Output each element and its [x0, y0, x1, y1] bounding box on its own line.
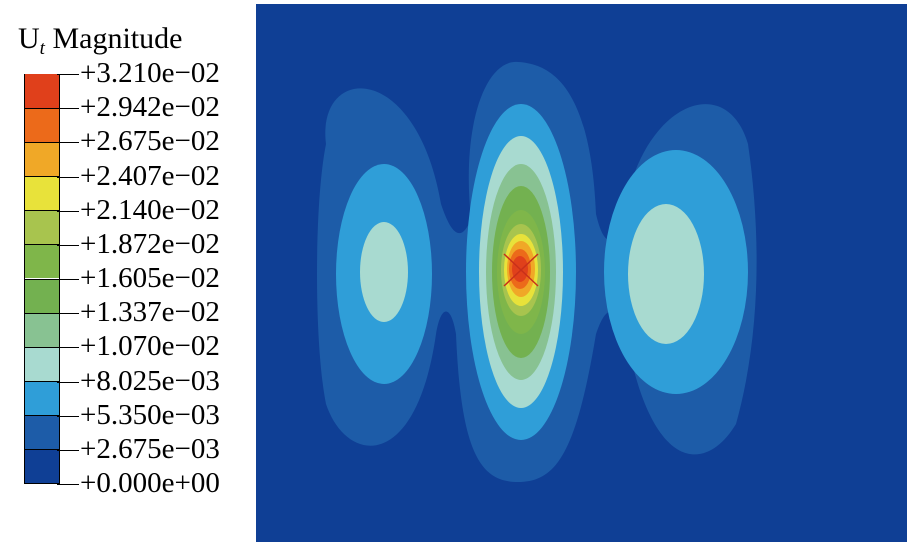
colorbar-tick-label: +5.350e−03	[80, 398, 220, 431]
colorbar-tick	[57, 210, 79, 212]
colorbar-tick-label: +1.337e−02	[80, 296, 220, 329]
colorbar-tick-label: +8.025e−03	[80, 364, 220, 397]
colorbar-band	[25, 381, 59, 416]
colorbar-band	[25, 210, 59, 245]
colorbar-tick	[57, 108, 79, 110]
colorbar-band	[25, 312, 59, 347]
colorbar-tick	[57, 381, 79, 383]
contour-right-core	[628, 204, 704, 344]
colorbar-band	[25, 107, 59, 142]
contour-left-core	[360, 222, 408, 322]
colorbar-band	[25, 449, 59, 484]
colorbar	[24, 73, 60, 484]
colorbar-tick-label: +1.872e−02	[80, 227, 220, 260]
colorbar-tick	[57, 244, 79, 246]
colorbar-legend: Ut Magnitude +3.210e−02 +2.942e−02 +2.675e…	[0, 0, 250, 555]
colorbar-band	[25, 244, 59, 279]
colorbar-tick	[57, 415, 79, 417]
colorbar-band	[25, 141, 59, 176]
colorbar-band	[25, 415, 59, 450]
colorbar-tick-label: +0.000e+00	[80, 467, 220, 499]
peak-marker-line	[503, 253, 539, 287]
colorbar-tick	[57, 74, 79, 75]
colorbar-tick-label: +1.070e−02	[80, 330, 220, 363]
colorbar-tick-label: +2.675e−02	[80, 125, 220, 158]
colorbar-band	[25, 73, 59, 110]
contour-plot	[256, 4, 907, 542]
colorbar-band	[25, 278, 59, 313]
colorbar-tick	[57, 279, 79, 280]
colorbar-tick	[57, 449, 79, 451]
colorbar-tick-label: +2.942e−02	[80, 91, 220, 124]
colorbar-tick	[57, 176, 79, 178]
colorbar-band	[25, 346, 59, 381]
colorbar-tick-label: +2.675e−03	[80, 432, 220, 465]
legend-title: Ut Magnitude	[18, 22, 182, 66]
colorbar-tick	[57, 313, 79, 315]
colorbar-tick-label: +2.407e−02	[80, 159, 220, 192]
colorbar-band	[25, 176, 59, 211]
legend-title-symbol: U	[18, 22, 40, 55]
colorbar-tick-label: +3.210e−02	[80, 57, 220, 89]
colorbar-tick	[57, 142, 79, 144]
legend-title-subscript: t	[39, 38, 45, 59]
colorbar-tick	[57, 484, 79, 485]
colorbar-tick-label: +1.605e−02	[80, 262, 220, 294]
legend-title-text: Magnitude	[52, 22, 183, 55]
colorbar-tick	[57, 347, 79, 349]
colorbar-tick-label: +2.140e−02	[80, 193, 220, 226]
